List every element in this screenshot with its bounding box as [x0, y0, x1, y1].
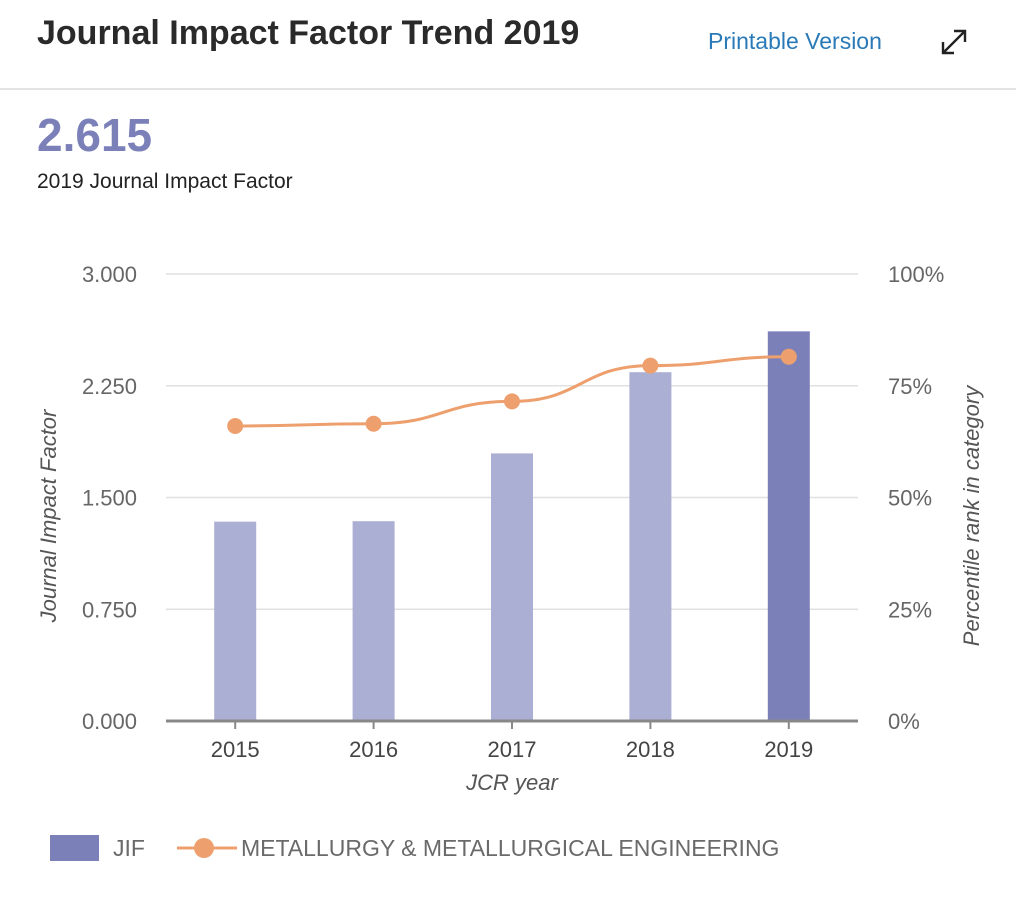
page-header: Journal Impact Factor Trend 2019 Printab… — [0, 0, 1016, 90]
current-jif-caption: 2019 Journal Impact Factor — [37, 170, 293, 193]
y2-tick-label: 0% — [888, 709, 920, 734]
y2-tick-label: 100% — [888, 262, 944, 287]
x-axis-title: JCR year — [465, 770, 559, 795]
printable-version-link[interactable]: Printable Version — [708, 28, 882, 54]
x-tick-label: 2016 — [349, 737, 398, 762]
legend-jif-label: JIF — [113, 834, 145, 861]
percentile-point — [504, 393, 520, 410]
percentile-point — [642, 357, 659, 374]
jif-bar — [629, 372, 672, 721]
jif-bar — [214, 521, 257, 721]
y-tick-label: 1.500 — [82, 486, 137, 511]
legend-jif-swatch — [50, 835, 99, 861]
x-tick-label: 2015 — [211, 737, 260, 762]
page-title: Journal Impact Factor Trend 2019 — [37, 14, 580, 52]
jif-bar — [352, 521, 395, 721]
y-axis-title: Journal Impact Factor — [36, 408, 61, 623]
jif-bar — [491, 453, 533, 721]
y-tick-label: 3.000 — [82, 262, 137, 287]
y2-axis-title: Percentile rank in category — [959, 384, 984, 646]
percentile-line — [235, 355, 789, 428]
jif-bar — [767, 331, 810, 721]
y-tick-label: 0.000 — [82, 709, 137, 734]
y-tick-label: 2.250 — [82, 374, 137, 399]
y2-tick-label: 25% — [888, 597, 932, 622]
legend-category-label: METALLURGY & METALLURGICAL ENGINEERING — [240, 834, 780, 861]
percentile-point — [365, 415, 382, 432]
chart-legend: JIF METALLURGY & METALLURGICAL ENGINEERI… — [50, 833, 779, 863]
percentile-point — [780, 348, 797, 365]
x-tick-label: 2019 — [764, 737, 813, 762]
current-jif-value: 2.615 — [37, 109, 153, 161]
y-tick-label: 0.750 — [82, 597, 137, 622]
y2-tick-label: 75% — [888, 374, 932, 399]
y2-tick-label: 50% — [888, 486, 932, 511]
expand-arrows-icon[interactable] — [936, 24, 972, 60]
percentile-point — [227, 417, 244, 434]
x-tick-label: 2018 — [626, 737, 675, 762]
x-tick-label: 2017 — [488, 737, 537, 762]
legend-percentile-line — [176, 838, 237, 858]
